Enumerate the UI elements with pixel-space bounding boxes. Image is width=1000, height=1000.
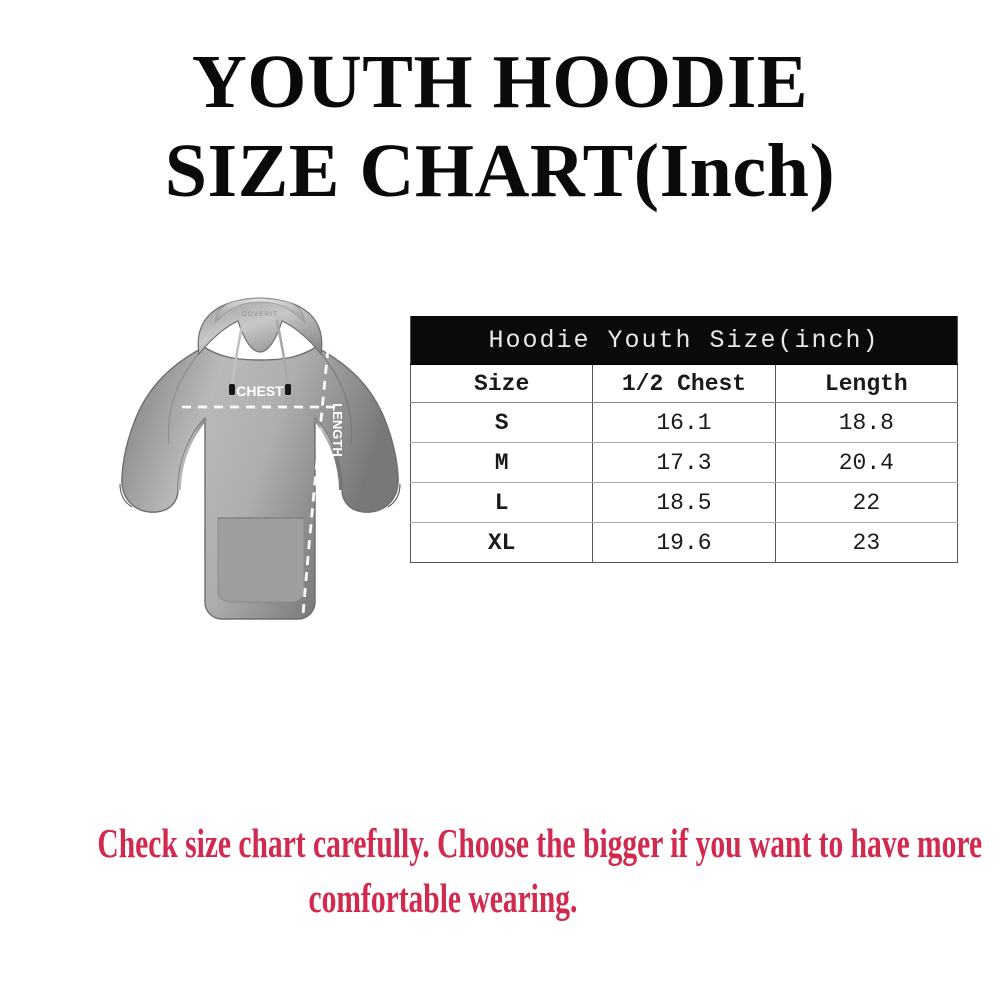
svg-text:COVERIT: COVERIT <box>242 311 278 318</box>
svg-text:CHEST: CHEST <box>236 383 284 399</box>
svg-text:LENGTH: LENGTH <box>330 403 345 456</box>
